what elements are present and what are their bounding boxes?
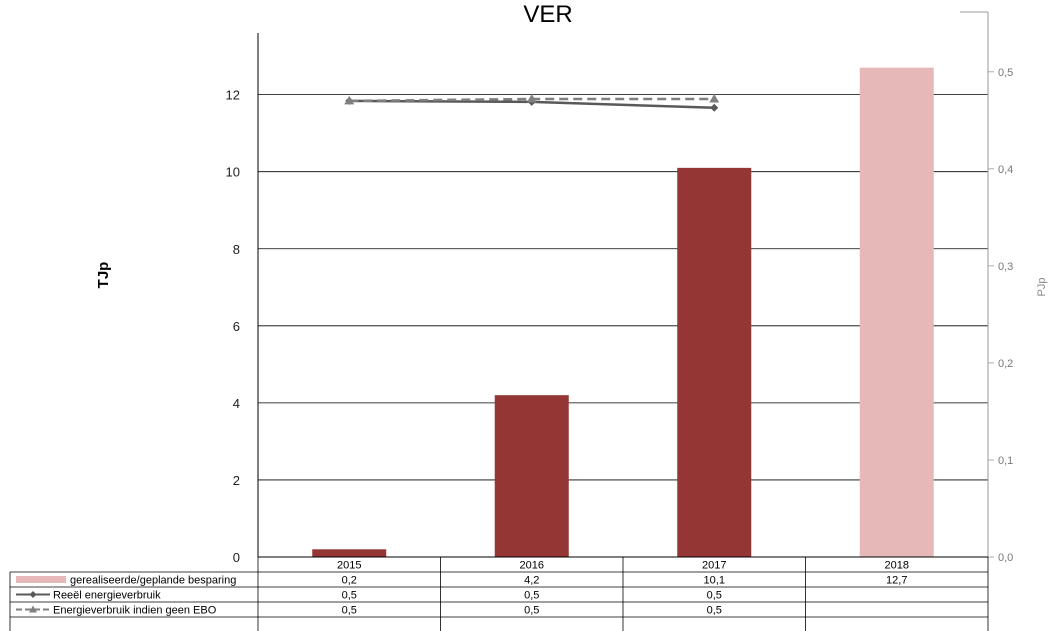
data-label: 10,1 — [704, 575, 725, 587]
line-point — [344, 95, 355, 105]
x-tick-label: 2016 — [520, 560, 544, 572]
line-point — [710, 103, 719, 112]
chart-title: VER — [523, 1, 572, 28]
data-label: 4,2 — [524, 575, 539, 587]
legend-label: gerealiseerde/geplande besparing — [70, 575, 236, 587]
y2-tick-label: 0,5 — [998, 67, 1013, 79]
data-label: 12,7 — [886, 575, 907, 587]
lines — [344, 93, 720, 112]
y-axis-label: TJp — [95, 262, 112, 289]
data-label: 0,5 — [524, 605, 539, 617]
y-tick-label: 2 — [233, 473, 240, 488]
y-tick-label: 10 — [226, 165, 240, 180]
data-label: 0,5 — [524, 590, 539, 602]
axes: 0 2 4 6 8 10 12 0,0 0,1 0,2 0,3 0,4 0,5 — [226, 11, 1013, 565]
y-tick-label: 0 — [233, 550, 240, 565]
bar — [859, 67, 934, 558]
y2-tick-label: 0,2 — [998, 358, 1013, 370]
x-tick-label: 2015 — [337, 560, 361, 572]
legend-label: Energieverbruik indien geen EBO — [53, 605, 217, 617]
y2-axis-label: PJp — [1036, 278, 1048, 297]
line-point — [526, 93, 537, 103]
bar — [677, 167, 752, 557]
legend-swatch — [16, 576, 66, 583]
y2-tick-label: 0,4 — [998, 164, 1013, 176]
data-label: 0,5 — [342, 605, 357, 617]
bars — [312, 67, 934, 558]
data-label: 0,2 — [342, 575, 357, 587]
x-tick-label: 2018 — [885, 560, 909, 572]
data-label: 0,5 — [707, 590, 722, 602]
data-table: 2015 2016 2017 2018 gerealiseerde/geplande b… — [9, 556, 989, 631]
bar — [312, 549, 387, 557]
line-point — [709, 93, 720, 103]
x-tick-label: 2017 — [702, 560, 726, 572]
y2-tick-label: 0,3 — [998, 261, 1013, 273]
y2-tick-label: 0,0 — [998, 552, 1013, 564]
legend-marker — [29, 605, 37, 613]
data-label: 0,5 — [707, 605, 722, 617]
bar — [494, 395, 569, 557]
y-tick-label: 8 — [233, 242, 240, 257]
gridlines — [258, 94, 988, 558]
legend-label: Reeël energieverbruik — [53, 590, 161, 602]
y-tick-label: 12 — [226, 88, 240, 103]
y-tick-label: 4 — [233, 396, 240, 411]
data-label: 0,5 — [342, 590, 357, 602]
legend-marker — [29, 591, 37, 598]
y2-tick-label: 0,1 — [998, 455, 1013, 467]
y-tick-label: 6 — [233, 319, 240, 334]
